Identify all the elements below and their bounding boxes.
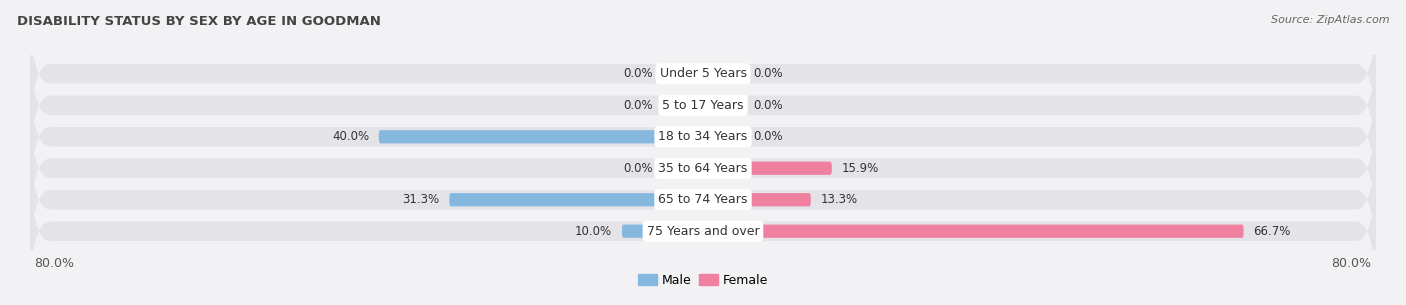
FancyBboxPatch shape <box>703 224 1244 238</box>
Text: 65 to 74 Years: 65 to 74 Years <box>658 193 748 206</box>
FancyBboxPatch shape <box>703 193 811 206</box>
FancyBboxPatch shape <box>31 68 1375 206</box>
Text: 0.0%: 0.0% <box>754 130 783 143</box>
FancyBboxPatch shape <box>703 130 744 143</box>
Text: 10.0%: 10.0% <box>575 225 612 238</box>
Text: 40.0%: 40.0% <box>332 130 368 143</box>
FancyBboxPatch shape <box>703 67 744 81</box>
FancyBboxPatch shape <box>662 162 703 175</box>
FancyBboxPatch shape <box>662 67 703 81</box>
FancyBboxPatch shape <box>662 99 703 112</box>
Text: 5 to 17 Years: 5 to 17 Years <box>662 99 744 112</box>
FancyBboxPatch shape <box>703 99 744 112</box>
Legend: Male, Female: Male, Female <box>638 274 768 287</box>
Text: Source: ZipAtlas.com: Source: ZipAtlas.com <box>1271 15 1389 25</box>
Text: 0.0%: 0.0% <box>623 162 652 175</box>
FancyBboxPatch shape <box>450 193 703 206</box>
Text: 18 to 34 Years: 18 to 34 Years <box>658 130 748 143</box>
Text: 0.0%: 0.0% <box>623 67 652 80</box>
Text: 31.3%: 31.3% <box>402 193 440 206</box>
Text: 0.0%: 0.0% <box>754 99 783 112</box>
Text: 35 to 64 Years: 35 to 64 Years <box>658 162 748 175</box>
Text: 66.7%: 66.7% <box>1253 225 1291 238</box>
FancyBboxPatch shape <box>31 131 1375 269</box>
Text: 15.9%: 15.9% <box>842 162 879 175</box>
Text: DISABILITY STATUS BY SEX BY AGE IN GOODMAN: DISABILITY STATUS BY SEX BY AGE IN GOODM… <box>17 15 381 28</box>
Text: 0.0%: 0.0% <box>754 67 783 80</box>
FancyBboxPatch shape <box>31 5 1375 143</box>
FancyBboxPatch shape <box>378 130 703 143</box>
FancyBboxPatch shape <box>703 162 832 175</box>
Text: 13.3%: 13.3% <box>821 193 858 206</box>
Text: 0.0%: 0.0% <box>623 99 652 112</box>
Text: 75 Years and over: 75 Years and over <box>647 225 759 238</box>
Text: Under 5 Years: Under 5 Years <box>659 67 747 80</box>
FancyBboxPatch shape <box>621 224 703 238</box>
FancyBboxPatch shape <box>31 162 1375 300</box>
FancyBboxPatch shape <box>31 99 1375 237</box>
FancyBboxPatch shape <box>31 36 1375 174</box>
